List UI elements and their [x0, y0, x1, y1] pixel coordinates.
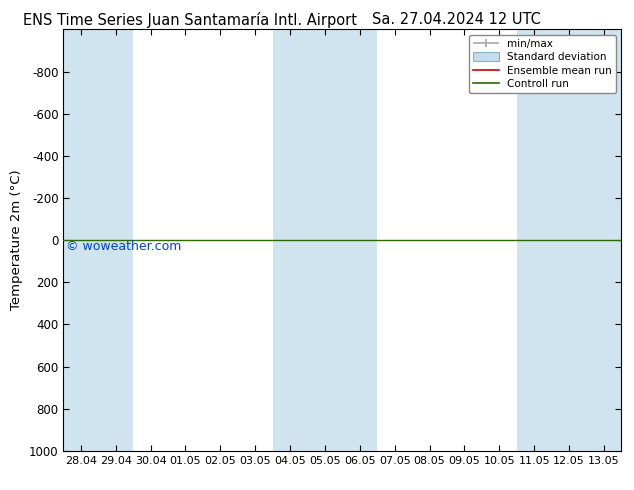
Bar [517, 29, 552, 451]
Y-axis label: Temperature 2m (°C): Temperature 2m (°C) [10, 170, 23, 310]
Bar [63, 29, 98, 451]
Text: Sa. 27.04.2024 12 UTC: Sa. 27.04.2024 12 UTC [372, 12, 541, 27]
Bar [98, 29, 133, 451]
Bar [273, 29, 307, 451]
Bar [342, 29, 377, 451]
Bar [552, 29, 586, 451]
Legend: min/max, Standard deviation, Ensemble mean run, Controll run: min/max, Standard deviation, Ensemble me… [469, 35, 616, 93]
Text: ENS Time Series Juan Santamaría Intl. Airport: ENS Time Series Juan Santamaría Intl. Ai… [23, 12, 357, 28]
Text: © woweather.com: © woweather.com [66, 240, 181, 253]
Bar [586, 29, 621, 451]
Bar [307, 29, 342, 451]
